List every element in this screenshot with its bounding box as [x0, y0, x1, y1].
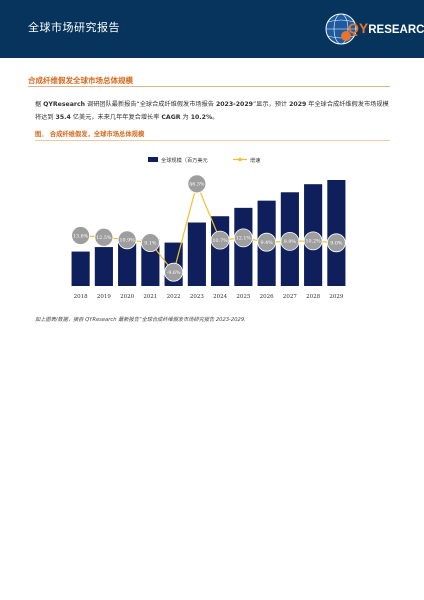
- growth-label-2018: 13.6%: [73, 233, 89, 239]
- source-note: 如上图表/数据，摘自 QYResearch 最新报告“全球合成纤维假发市场研究报…: [35, 317, 246, 323]
- figure-title: 图． 合成纤维假发，全球市场总体规模: [35, 131, 145, 138]
- x-tick-label-2029: 2029: [329, 294, 343, 300]
- market-size-chart: 全球规模（百万美元 增速 2018 2019 2020 2021 2022 2023 2024 2…: [71, 156, 346, 300]
- bar-2023: [187, 222, 206, 286]
- x-tick-label-2027: 2027: [283, 294, 297, 300]
- growth-label-2027: 9.9%: [284, 239, 297, 245]
- growth-label-2028: 10.2%: [306, 239, 322, 245]
- summary-paragraph: 据 QYResearch 调研团队最新报告“全球合成纤维假发市场报告 2023-…: [35, 101, 389, 121]
- globe-icon: [325, 13, 357, 45]
- logo-text: QYRESEARCH: [348, 20, 424, 36]
- section-title: 合成纤维假发全球市场总体规模: [28, 76, 133, 85]
- growth-point-2021: [140, 233, 160, 253]
- bar-2018: [71, 251, 90, 286]
- growth-label-2025: 12.1%: [236, 236, 252, 242]
- legend-label-size: 全球规模（百万美元: [161, 156, 208, 164]
- growth-point-2022: [164, 262, 184, 282]
- bar-2029: [327, 180, 346, 286]
- legend-marker-growth: [238, 157, 242, 162]
- growth-label-2021: 9.1%: [144, 240, 157, 246]
- growth-label-2024: 10.7%: [213, 238, 229, 244]
- growth-point-2024: [210, 230, 230, 250]
- bar-2019: [94, 247, 113, 286]
- bar-2020: [118, 243, 137, 286]
- bar-2024: [211, 216, 230, 286]
- page-header: 全球市场研究报告 QYRESEARCH: [0, 0, 424, 58]
- x-tick-label-2018: 2018: [74, 294, 88, 300]
- x-tick-label-2019: 2019: [97, 294, 111, 300]
- x-tick-label-2026: 2026: [260, 294, 274, 300]
- growth-label-2026: 9.4%: [261, 240, 274, 246]
- x-tick-label-2023: 2023: [190, 294, 204, 300]
- growth-point-2023: [187, 174, 207, 194]
- growth-point-2020: [117, 230, 137, 250]
- x-tick-label-2021: 2021: [143, 294, 157, 300]
- x-tick-label-2022: 2022: [167, 294, 181, 300]
- x-tick-label-2024: 2024: [213, 294, 227, 300]
- growth-point-2029: [326, 233, 346, 253]
- growth-label-2020: 10.9%: [120, 238, 136, 244]
- growth-point-2027: [280, 231, 300, 251]
- growth-point-2025: [233, 228, 253, 248]
- x-tick-label-2028: 2028: [306, 294, 320, 300]
- qyresearch-logo: QYRESEARCH: [324, 11, 424, 47]
- bar-2021: [141, 239, 160, 286]
- x-tick-label-2025: 2025: [236, 294, 250, 300]
- growth-label-2019: 12.5%: [96, 235, 112, 241]
- header-title: 全球市场研究报告: [28, 21, 120, 34]
- growth-label-2023: 46.3%: [189, 182, 205, 188]
- legend-swatch-size: [148, 157, 158, 162]
- x-tick-label-2020: 2020: [120, 294, 134, 300]
- growth-label-2029: 9.0%: [330, 241, 343, 247]
- growth-point-2018: [71, 226, 91, 245]
- growth-point-2026: [257, 232, 277, 252]
- section-divider: [28, 86, 390, 87]
- growth-point-2028: [303, 231, 323, 251]
- figure-divider: [35, 140, 390, 141]
- legend-label-growth: 增速: [250, 156, 260, 164]
- growth-point-2019: [94, 227, 114, 247]
- growth-label-2022: -9.6%: [167, 270, 181, 276]
